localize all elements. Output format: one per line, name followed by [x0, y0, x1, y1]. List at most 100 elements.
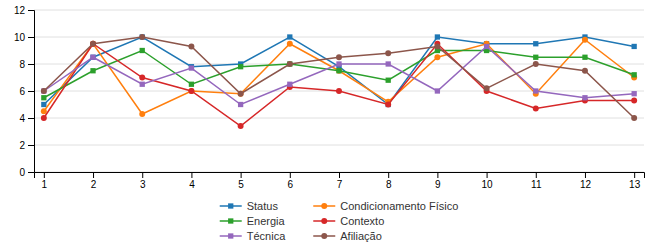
series — [41, 34, 637, 121]
point — [434, 54, 440, 60]
y-axis-tick-label: 12 — [14, 5, 26, 16]
grid-line — [34, 10, 644, 11]
point — [189, 65, 194, 70]
x-axis-tick-mark — [536, 172, 537, 178]
y-axis-tick-mark — [28, 91, 34, 92]
legend-marker — [228, 203, 233, 208]
legend-label: Energia — [247, 215, 286, 227]
point — [386, 78, 391, 83]
point — [336, 68, 341, 73]
point — [533, 55, 538, 60]
line — [44, 51, 634, 98]
x-axis-tick-mark — [437, 172, 438, 178]
point — [484, 44, 489, 49]
legend-marker — [228, 233, 233, 238]
point — [336, 68, 342, 74]
y-axis-tick-mark — [28, 118, 34, 119]
point — [189, 82, 194, 87]
y-axis-tick: 4 — [19, 113, 34, 124]
x-axis-tick-mark — [241, 172, 242, 178]
point — [188, 88, 194, 94]
point — [582, 68, 588, 74]
line — [44, 37, 634, 118]
legend-label: Contexto — [340, 215, 384, 227]
legend-label: Afiliação — [340, 230, 382, 242]
point — [238, 91, 244, 97]
legend: Status Condicionamento Físico Energia Conte… — [220, 200, 459, 242]
point — [533, 88, 538, 93]
y-axis-tick-label: 0 — [19, 167, 25, 178]
line — [44, 46, 634, 104]
series — [41, 44, 637, 107]
x-axis-tick: 11 — [531, 172, 542, 190]
line — [44, 44, 634, 126]
grid — [34, 10, 644, 172]
point — [336, 61, 341, 66]
x-axis-tick-label: 7 — [337, 179, 343, 190]
x-axis-tick-mark — [634, 172, 635, 178]
x-axis-tick-label: 8 — [386, 179, 392, 190]
x-axis-tick: 7 — [337, 172, 343, 190]
x-axis-tick-label: 3 — [140, 179, 146, 190]
x-axis-tick: 12 — [580, 172, 592, 190]
y-axis-tick-mark — [28, 10, 34, 11]
legend-entry: Condicionamento Físico — [313, 200, 458, 212]
x-axis-tick-label: 11 — [531, 179, 542, 190]
y-axis-tick-mark — [28, 37, 34, 38]
x-axis-tick-mark — [585, 172, 586, 178]
point — [41, 102, 46, 107]
point — [435, 88, 440, 93]
grid-line — [34, 118, 644, 119]
point — [631, 97, 637, 103]
y-axis-tick: 2 — [19, 140, 34, 151]
x-axis-tick-mark — [93, 172, 94, 178]
x-axis-tick: 10 — [482, 172, 494, 190]
point — [435, 34, 440, 39]
grid-line — [34, 145, 644, 146]
point — [90, 55, 95, 60]
point — [188, 43, 194, 49]
point — [139, 75, 145, 81]
y-axis-line — [28, 11, 35, 173]
chart: 12345678910111213024681012StatusCondicio… — [0, 0, 658, 252]
point — [41, 88, 46, 93]
point — [41, 88, 47, 94]
point — [385, 50, 391, 56]
x-axis-tick: 5 — [238, 172, 244, 190]
point — [533, 106, 539, 112]
x-axis-tick: 1 — [42, 172, 48, 190]
legend-label: Técnica — [247, 230, 286, 242]
point — [90, 55, 95, 60]
x-axis-tick-mark — [290, 172, 291, 178]
y-axis-tick-mark — [28, 64, 34, 65]
point — [90, 68, 95, 73]
line — [44, 40, 634, 114]
point — [41, 115, 47, 121]
legend-label: Status — [247, 200, 279, 212]
point — [90, 41, 96, 47]
series-group — [41, 34, 637, 129]
x-axis-tick: 13 — [629, 172, 641, 190]
point — [139, 34, 145, 40]
point — [90, 41, 96, 47]
y-axis-tick: 6 — [19, 86, 34, 97]
point — [582, 37, 588, 43]
y-axis-tick: 8 — [19, 59, 34, 70]
point — [632, 91, 637, 96]
legend-marker — [321, 218, 327, 224]
legend-entry: Técnica — [220, 230, 286, 242]
point — [140, 34, 145, 39]
x-axis-tick-mark — [191, 172, 192, 178]
x-axis-tick-label: 5 — [238, 179, 244, 190]
x-axis-tick-label: 2 — [91, 179, 97, 190]
x-axis-tick-mark — [44, 172, 45, 178]
point — [287, 61, 292, 66]
x-axis-tick: 9 — [435, 172, 441, 190]
y-axis-tick-label: 4 — [19, 113, 25, 124]
point — [632, 44, 637, 49]
y-axis-tick: 0 — [19, 167, 34, 178]
series — [41, 37, 637, 117]
point — [386, 61, 391, 66]
x-axis-tick-mark — [388, 172, 389, 178]
y-axis-tick-mark — [28, 145, 34, 146]
